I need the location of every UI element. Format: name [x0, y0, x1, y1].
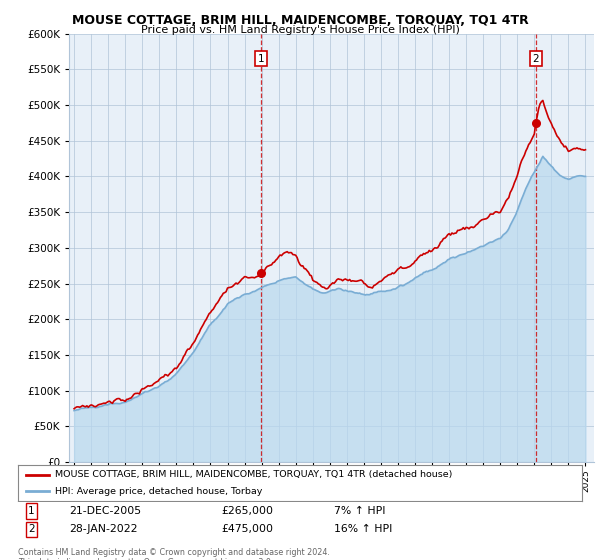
Text: 1: 1	[28, 506, 35, 516]
Text: 2: 2	[28, 524, 35, 534]
Text: 7% ↑ HPI: 7% ↑ HPI	[334, 506, 385, 516]
Text: 16% ↑ HPI: 16% ↑ HPI	[334, 524, 392, 534]
Text: 21-DEC-2005: 21-DEC-2005	[69, 506, 141, 516]
Text: Price paid vs. HM Land Registry's House Price Index (HPI): Price paid vs. HM Land Registry's House …	[140, 25, 460, 35]
Text: 28-JAN-2022: 28-JAN-2022	[69, 524, 137, 534]
Text: MOUSE COTTAGE, BRIM HILL, MAIDENCOMBE, TORQUAY, TQ1 4TR (detached house): MOUSE COTTAGE, BRIM HILL, MAIDENCOMBE, T…	[55, 470, 452, 479]
Text: Contains HM Land Registry data © Crown copyright and database right 2024.
This d: Contains HM Land Registry data © Crown c…	[18, 548, 330, 560]
Text: 2: 2	[532, 54, 539, 64]
Text: MOUSE COTTAGE, BRIM HILL, MAIDENCOMBE, TORQUAY, TQ1 4TR: MOUSE COTTAGE, BRIM HILL, MAIDENCOMBE, T…	[71, 14, 529, 27]
Text: £475,000: £475,000	[221, 524, 273, 534]
Text: HPI: Average price, detached house, Torbay: HPI: Average price, detached house, Torb…	[55, 487, 262, 496]
Text: 1: 1	[258, 54, 265, 64]
Text: £265,000: £265,000	[221, 506, 273, 516]
